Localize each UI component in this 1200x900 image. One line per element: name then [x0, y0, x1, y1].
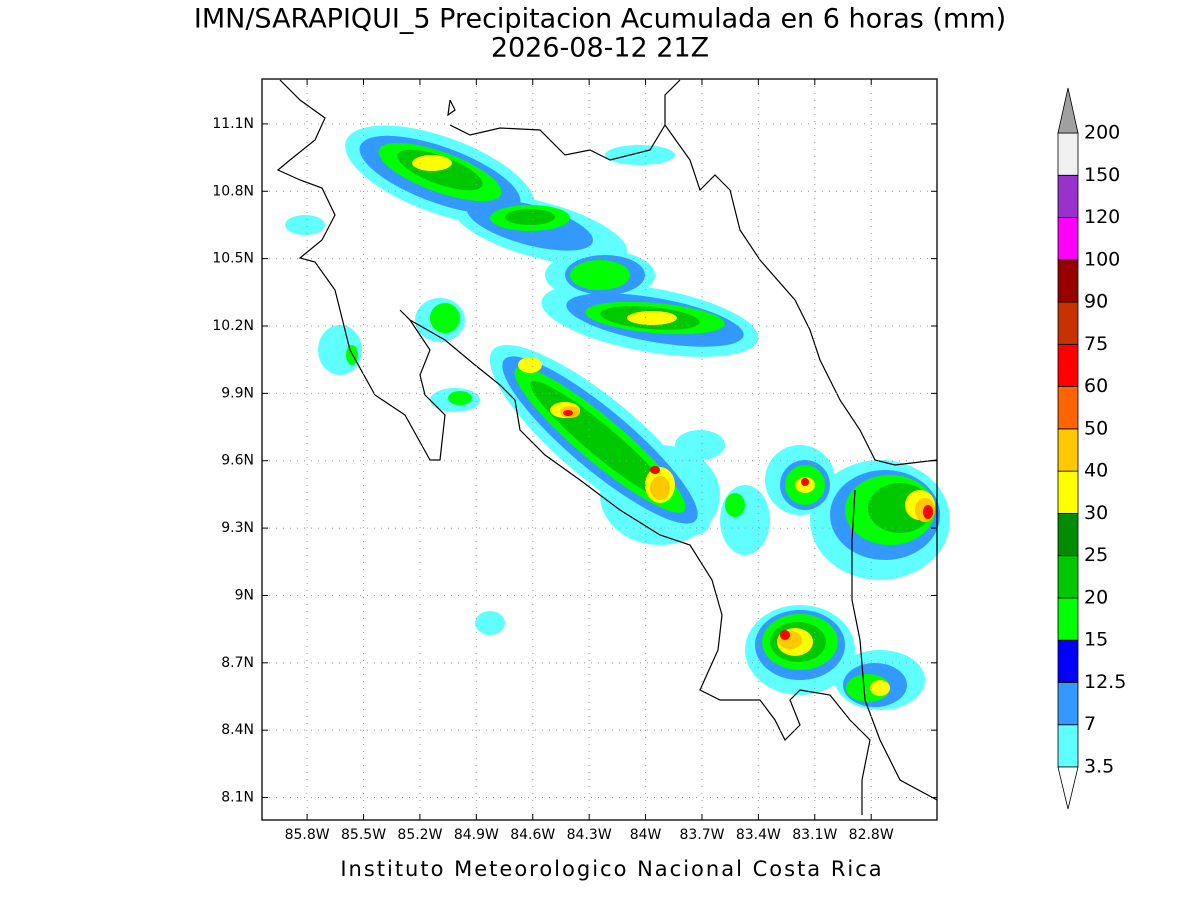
colorbar-label: 150 [1084, 164, 1120, 186]
colorbar-label: 50 [1084, 417, 1108, 439]
subtitle: 2026-08-12 21Z [491, 33, 709, 64]
lat-tick-label: 8.1N [221, 790, 254, 806]
colorbar-under [1057, 766, 1079, 810]
colorbar-label: 100 [1084, 248, 1120, 270]
coastline [276, 79, 938, 815]
precipitation-field [285, 125, 950, 710]
colorbar-box [1057, 386, 1079, 430]
lat-tick-label: 8.4N [221, 722, 254, 738]
colorbar-box [1057, 217, 1079, 261]
colorbar-box [1057, 428, 1079, 472]
lat-tick-label: 8.7N [221, 655, 254, 671]
lat-tick-label: 9N [235, 587, 254, 603]
colorbar-box [1057, 470, 1079, 514]
colorbar-over [1057, 87, 1079, 134]
lat-tick-label: 10.5N [212, 251, 254, 267]
lat-tick-label: 11.1N [212, 116, 254, 132]
colorbar-box [1057, 555, 1079, 599]
lon-tick-label: 84.3W [567, 827, 612, 843]
colorbar-box [1057, 259, 1079, 303]
colorbar-box [1057, 682, 1079, 726]
lat-tick-label: 10.8N [212, 183, 254, 199]
colorbar-box [1057, 639, 1079, 683]
colorbar-box [1057, 174, 1079, 218]
lon-tick-label: 83.7W [679, 827, 724, 843]
lon-tick-label: 83.1W [792, 827, 837, 843]
colorbar-label: 30 [1084, 502, 1108, 524]
colorbar-label: 40 [1084, 460, 1108, 482]
colorbar-box [1057, 724, 1079, 768]
colorbar-label: 60 [1084, 375, 1108, 397]
lon-tick-label: 85.5W [341, 827, 386, 843]
lat-tick-label: 10.2N [212, 318, 254, 334]
colorbar-label: 25 [1084, 544, 1108, 566]
colorbar-label: 90 [1084, 291, 1108, 313]
title: IMN/SARAPIQUI_5 Precipitacion Acumulada … [194, 4, 1006, 35]
lon-tick-label: 84W [630, 827, 662, 843]
lon-tick-label: 85.8W [285, 827, 330, 843]
lat-tick-label: 9.6N [221, 453, 254, 469]
colorbar-box [1057, 513, 1079, 557]
lon-tick-label: 85.2W [397, 827, 442, 843]
lon-tick-label: 83.4W [736, 827, 781, 843]
colorbar-label: 120 [1084, 206, 1120, 228]
lat-tick-label: 9.3N [221, 520, 254, 536]
colorbar-box [1057, 301, 1079, 345]
lon-tick-label: 82.8W [849, 827, 894, 843]
colorbar-box [1057, 343, 1079, 388]
colorbar-label: 12.5 [1084, 671, 1126, 693]
map-frame [261, 78, 938, 821]
colorbar-label: 7 [1084, 713, 1096, 735]
colorbar-box [1057, 132, 1079, 176]
colorbar-label: 3.5 [1084, 756, 1114, 778]
colorbar-label: 20 [1084, 586, 1108, 608]
lon-tick-label: 84.9W [454, 827, 499, 843]
colorbar-label: 200 [1084, 122, 1120, 144]
credit: Instituto Meteorologico Nacional Costa R… [340, 857, 883, 881]
colorbar-box [1057, 597, 1079, 641]
colorbar-label: 75 [1084, 333, 1108, 355]
lon-tick-label: 84.6W [510, 827, 555, 843]
lat-tick-label: 9.9N [221, 385, 254, 401]
colorbar-label: 15 [1084, 629, 1108, 651]
